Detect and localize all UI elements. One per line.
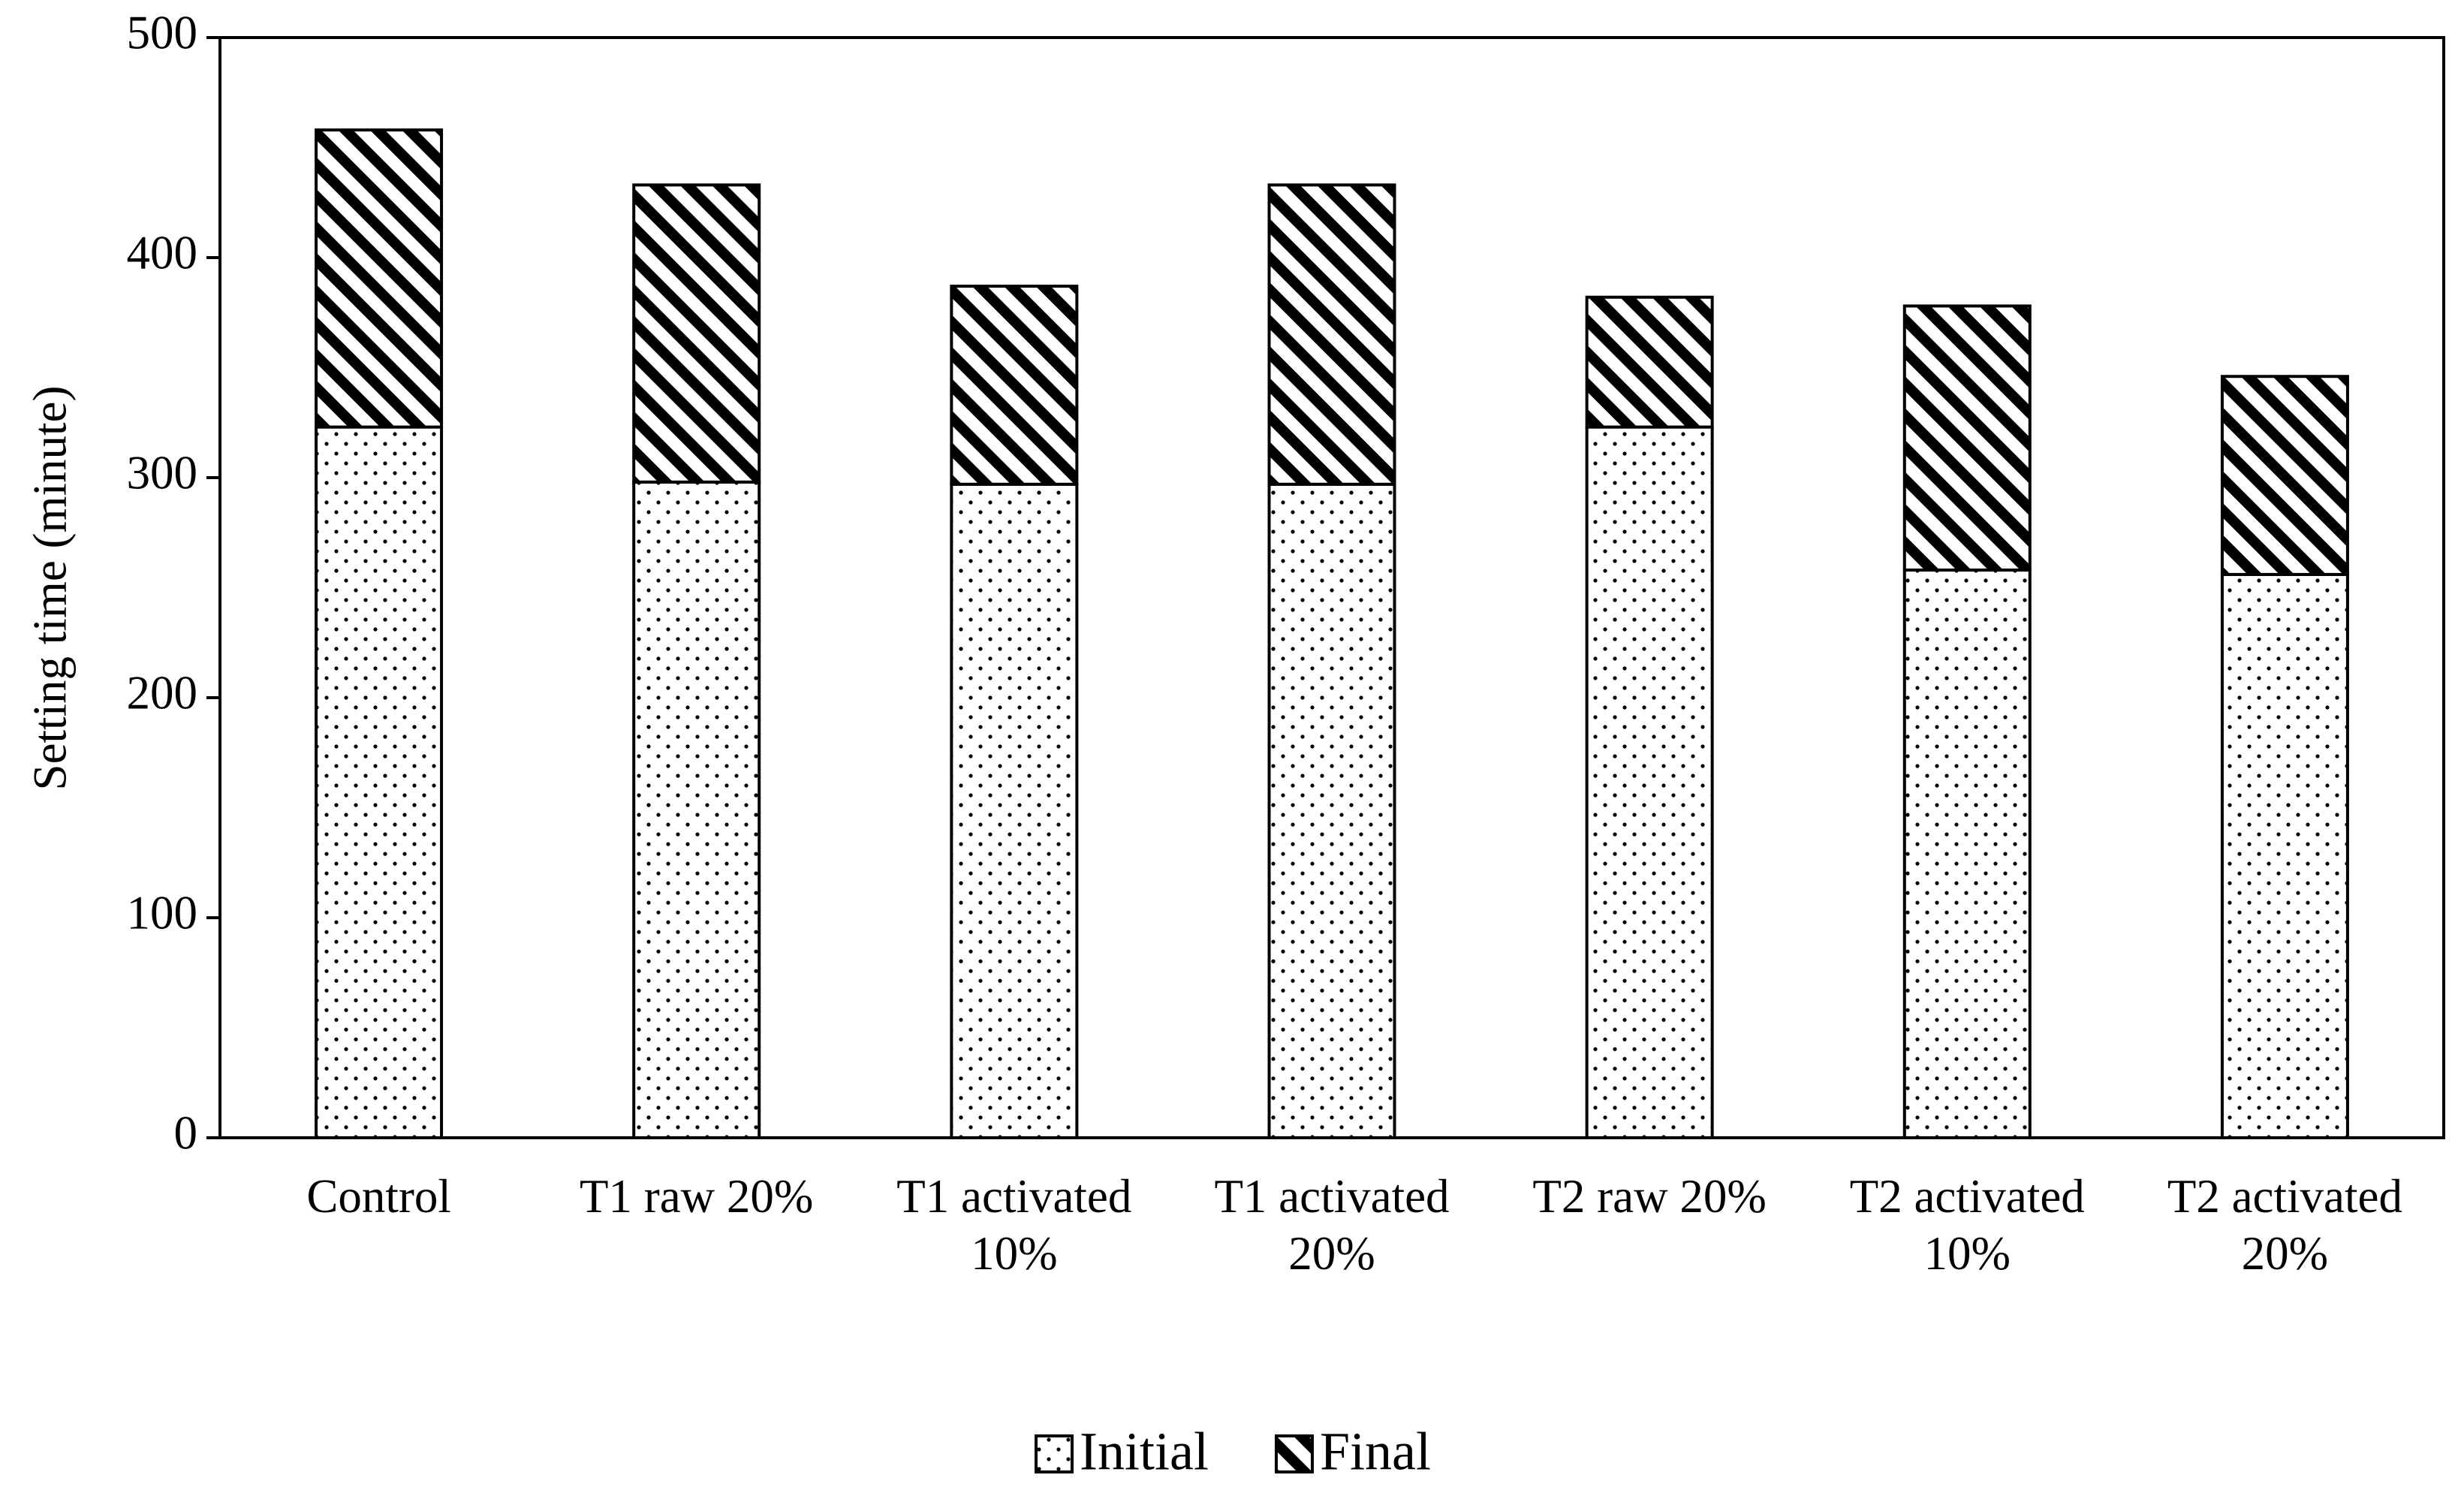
bar-segment <box>1585 295 1714 429</box>
y-tick-label: 200 <box>127 666 198 719</box>
x-tick-label: T1 activated 20% <box>1214 1170 1450 1280</box>
y-tick-label: 500 <box>127 6 198 59</box>
bar-segment <box>1267 183 1396 486</box>
bar-segment <box>1902 304 2032 572</box>
x-tick-label: T1 raw 20% <box>580 1170 814 1223</box>
bar-segment <box>2220 375 2349 576</box>
bar-segment <box>2220 572 2349 1139</box>
x-tick-label: Control <box>306 1170 451 1223</box>
bar-segment <box>1267 482 1396 1139</box>
legend-swatch <box>1035 1434 1074 1473</box>
y-tick-label: 0 <box>174 1106 198 1159</box>
y-axis-label: Setting time (minute) <box>23 386 76 791</box>
bar-segment <box>1585 425 1714 1139</box>
y-tick-label: 300 <box>127 446 198 499</box>
bar-segment <box>315 425 444 1139</box>
bar-segment <box>1902 569 2032 1139</box>
x-tick-label: T2 activated 10% <box>1849 1170 2085 1280</box>
legend-swatch <box>1274 1434 1314 1473</box>
bar-segment <box>632 183 761 484</box>
y-tick-label: 100 <box>127 886 198 939</box>
legend-label: Initial <box>1080 1422 1209 1482</box>
bar-segment <box>632 480 761 1139</box>
legend-label: Final <box>1320 1422 1431 1482</box>
y-tick-label: 400 <box>127 226 198 279</box>
bar-segment <box>315 128 444 429</box>
x-tick-label: T1 activated 10% <box>896 1170 1132 1280</box>
bar-segment <box>950 285 1079 486</box>
x-tick-label: T2 raw 20% <box>1532 1170 1767 1223</box>
x-tick-label: T2 activated 20% <box>2167 1170 2402 1280</box>
bar-segment <box>950 482 1079 1139</box>
